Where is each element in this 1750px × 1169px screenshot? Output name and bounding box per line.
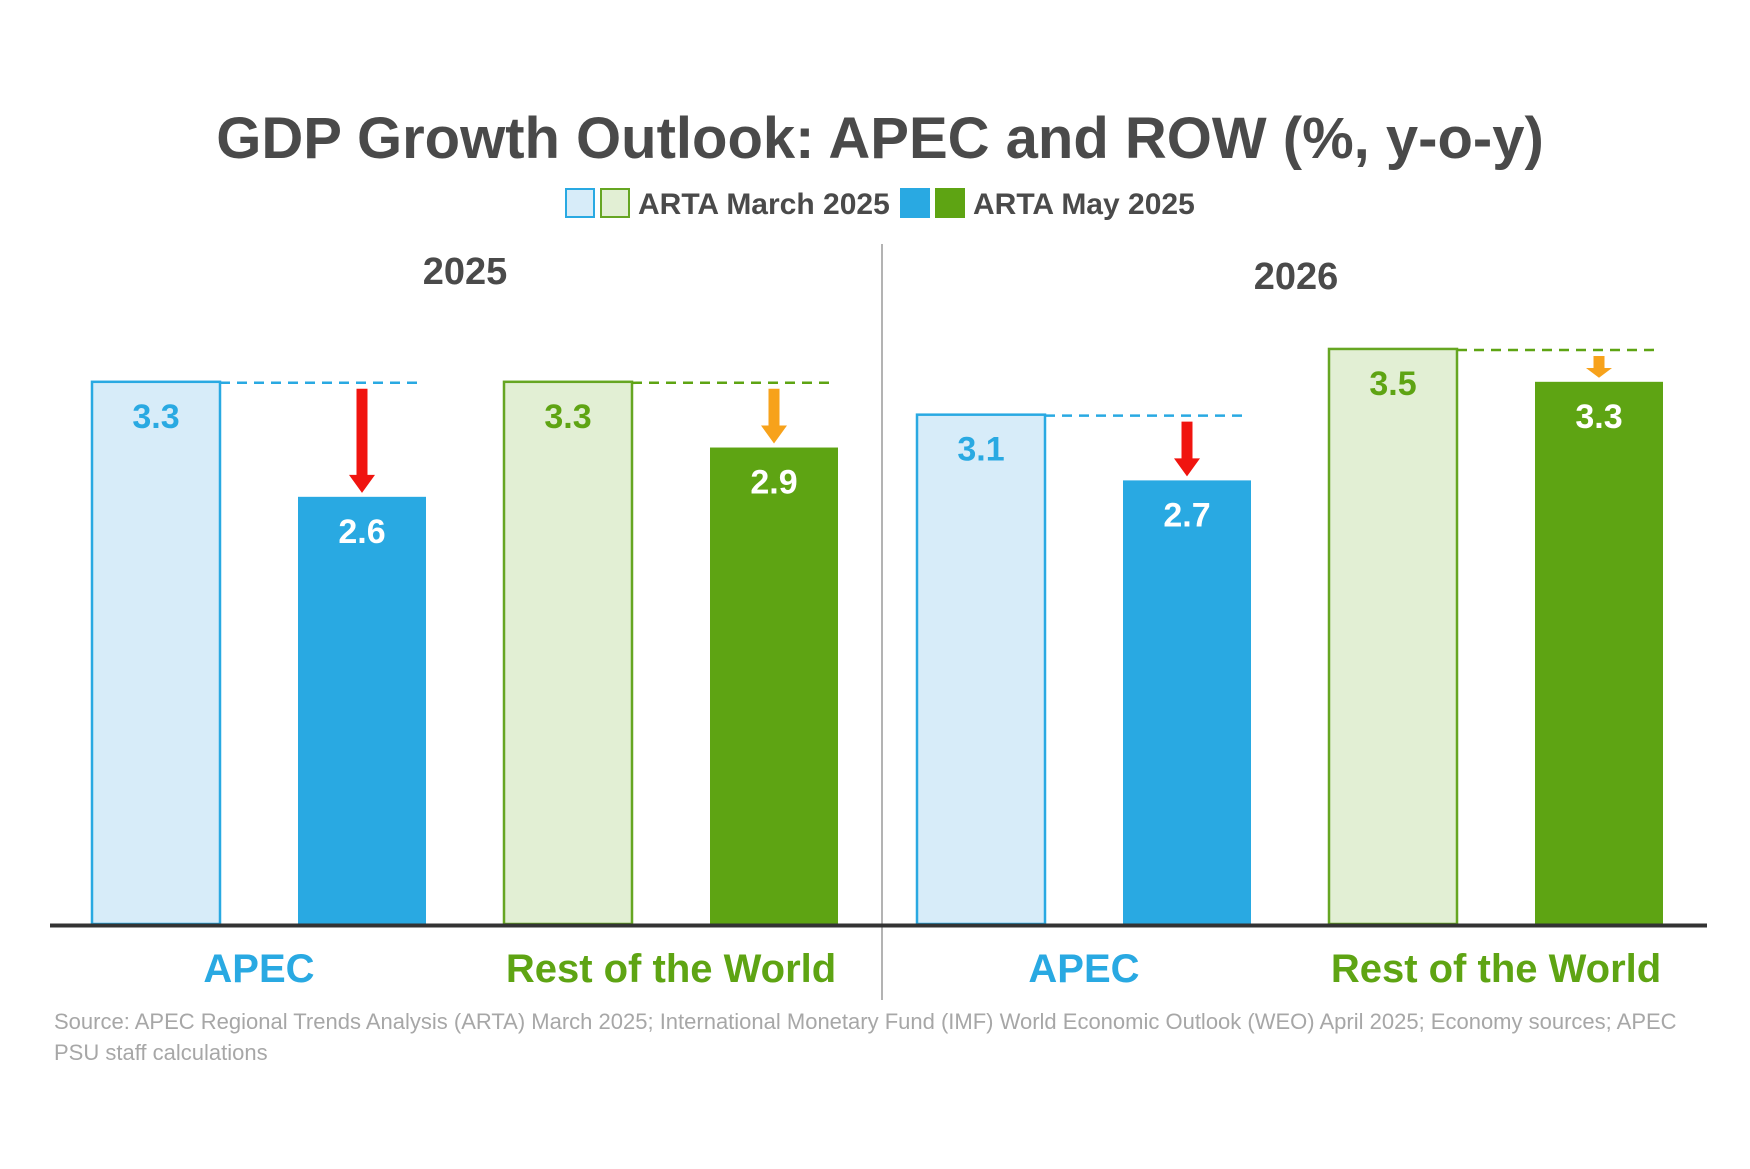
panel-year-label: 2026 <box>1254 256 1339 298</box>
legend-label: ARTA March 2025 <box>638 188 890 221</box>
down-arrow-icon <box>1586 355 1612 378</box>
bar-march-rest-of-the-world <box>502 380 634 926</box>
bar-march-apec <box>915 413 1047 926</box>
chart-title: GDP Growth Outlook: APEC and ROW (%, y-o… <box>216 106 1544 171</box>
value-label-march: 3.3 <box>132 398 179 436</box>
value-label-may: 2.7 <box>1163 496 1210 534</box>
value-label-may: 2.9 <box>750 464 797 502</box>
legend-swatch <box>600 188 630 218</box>
value-label-may: 2.6 <box>338 513 385 551</box>
panel-2025: 2025 3.3 2.6 APEC 3.3 2.9 Rest of the World <box>90 251 838 991</box>
value-label-may: 3.3 <box>1575 398 1622 436</box>
panel-year-label: 2025 <box>423 251 508 293</box>
down-arrow-icon <box>761 388 787 444</box>
category-label: Rest of the World <box>506 947 836 991</box>
bar-march-apec <box>90 380 222 926</box>
bar-march-rest-of-the-world <box>1327 347 1459 926</box>
legend-swatch <box>565 188 595 218</box>
legend-swatch <box>935 188 965 218</box>
bar-may-apec <box>298 496 426 924</box>
value-label-march: 3.3 <box>544 398 591 436</box>
down-arrow-icon <box>1174 421 1200 477</box>
bar-may-rest-of-the-world <box>710 447 838 924</box>
category-label: APEC <box>1028 947 1139 991</box>
legend-label: ARTA May 2025 <box>973 188 1195 221</box>
value-label-march: 3.1 <box>957 431 1004 469</box>
bar-may-rest-of-the-world <box>1535 381 1663 924</box>
legend: ARTA March 2025 ARTA May 2025 <box>565 188 1195 221</box>
bar-may-apec <box>1123 480 1251 924</box>
category-label: APEC <box>203 947 314 991</box>
category-label: Rest of the World <box>1331 947 1661 991</box>
panel-2026: 2026 3.1 2.7 APEC 3.5 3.3 Rest of the World <box>915 256 1663 991</box>
legend-swatch <box>900 188 930 218</box>
down-arrow-icon <box>349 388 375 493</box>
source-note: Source: APEC Regional Trends Analysis (A… <box>54 1009 1677 1065</box>
value-label-march: 3.5 <box>1369 365 1416 403</box>
